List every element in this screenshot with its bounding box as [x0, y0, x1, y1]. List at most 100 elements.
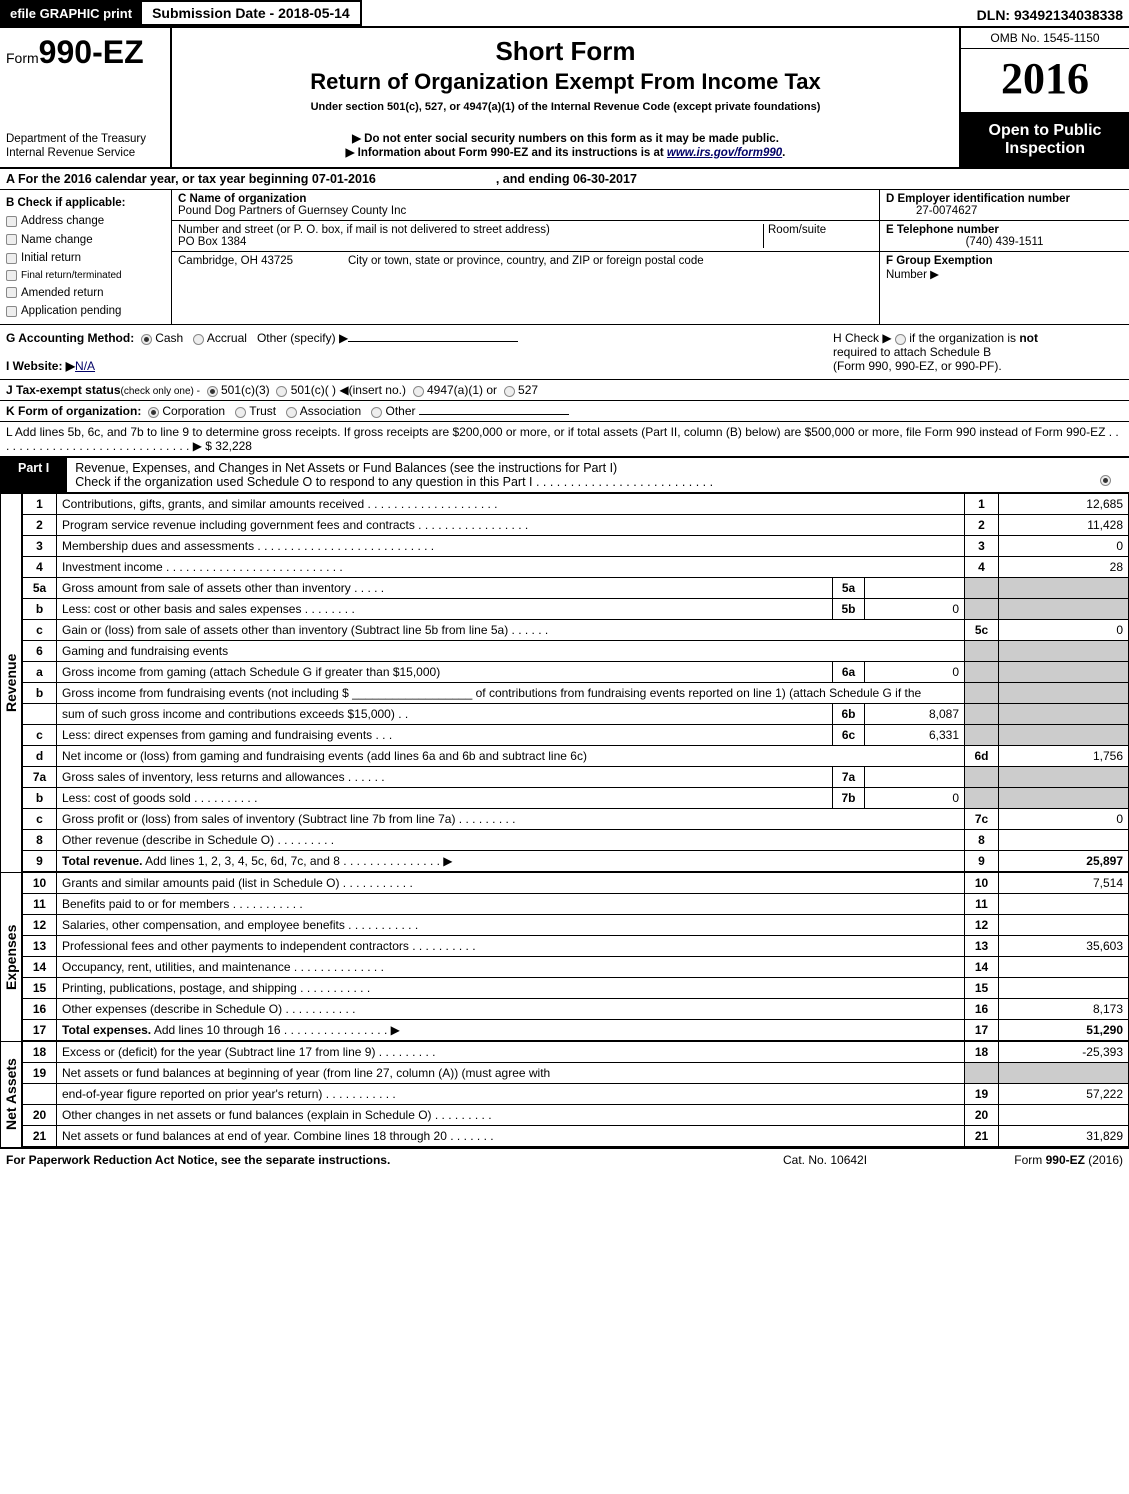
line-value [999, 1105, 1129, 1126]
radio-accrual[interactable] [193, 334, 204, 345]
table-row: 9Total revenue. Add lines 1, 2, 3, 4, 5c… [23, 851, 1129, 872]
b-label: B Check if applicable: [6, 197, 126, 209]
efile-print-button[interactable]: efile GRAPHIC print [0, 0, 142, 26]
website[interactable]: N/A [75, 359, 95, 373]
part-i-check: Check if the organization used Schedule … [75, 475, 713, 489]
footer-right-post: (2016) [1085, 1153, 1123, 1167]
checkbox-icon [6, 287, 17, 298]
radio-corp[interactable] [148, 407, 159, 418]
line-value [999, 830, 1129, 851]
dept-irs: Internal Revenue Service [6, 147, 164, 161]
c-street-label: Number and street (or P. O. box, if mail… [178, 224, 763, 236]
line-number: 14 [23, 957, 57, 978]
radio-assoc[interactable] [286, 407, 297, 418]
section-k: K Form of organization: Corporation Trus… [0, 401, 1129, 422]
check-part-i[interactable] [1100, 475, 1111, 486]
line-desc: Gross profit or (loss) from sales of inv… [57, 809, 965, 830]
sub-line-num: 6a [833, 662, 865, 683]
chk-address-change[interactable]: Address change [6, 212, 165, 230]
radio-trust[interactable] [235, 407, 246, 418]
chk-name-change[interactable]: Name change [6, 231, 165, 249]
j-o4: 527 [518, 383, 538, 397]
note-ssn: ▶ Do not enter social security numbers o… [184, 131, 947, 145]
h-text2: if the organization is [909, 331, 1019, 345]
sub-line-val: 8,087 [865, 704, 965, 725]
chk-amended[interactable]: Amended return [6, 284, 165, 302]
revenue-table: 1Contributions, gifts, grants, and simil… [22, 493, 1129, 872]
line-number [23, 1084, 57, 1105]
line-number: 6 [23, 641, 57, 662]
opt-amend: Amended return [21, 284, 103, 302]
table-row: 10Grants and similar amounts paid (list … [23, 873, 1129, 894]
j-paren: (check only one) - [121, 386, 200, 397]
line-desc: Net income or (loss) from gaming and fun… [57, 746, 965, 767]
l-val: $ 32,228 [205, 439, 252, 453]
radio-501c3[interactable] [207, 386, 218, 397]
irs-link[interactable]: www.irs.gov/form990 [667, 147, 782, 159]
line-number: 8 [23, 830, 57, 851]
line-ref: 1 [965, 494, 999, 515]
dln: DLN: 93492134038338 [977, 0, 1129, 26]
shade-cell [965, 704, 999, 725]
form-number: 990-EZ [39, 34, 144, 70]
radio-other[interactable] [371, 407, 382, 418]
side-netassets: Net Assets [0, 1041, 22, 1147]
k-label: K Form of organization: [6, 404, 141, 418]
top-bar: efile GRAPHIC print Submission Date - 20… [0, 0, 1129, 28]
line-desc: Less: direct expenses from gaming and fu… [57, 725, 833, 746]
c-city-label: City or town, state or province, country… [338, 255, 873, 267]
footer-left: For Paperwork Reduction Act Notice, see … [6, 1153, 783, 1167]
radio-cash[interactable] [141, 334, 152, 345]
line-desc: Professional fees and other payments to … [57, 936, 965, 957]
shade-cell [965, 725, 999, 746]
table-row: bLess: cost of goods sold . . . . . . . … [23, 788, 1129, 809]
revenue-section: Revenue 1Contributions, gifts, grants, a… [0, 493, 1129, 872]
chk-app-pending[interactable]: Application pending [6, 302, 165, 320]
g-label: G Accounting Method: [6, 331, 134, 345]
shade-cell [999, 704, 1129, 725]
expenses-section: Expenses 10Grants and similar amounts pa… [0, 872, 1129, 1041]
sub-line-val [865, 578, 965, 599]
tax-year: 2016 [961, 49, 1129, 113]
line-desc: Less: cost of goods sold . . . . . . . .… [57, 788, 833, 809]
line-desc: Salaries, other compensation, and employ… [57, 915, 965, 936]
line-desc: Less: cost or other basis and sales expe… [57, 599, 833, 620]
shade-cell [999, 1063, 1129, 1084]
line-ref: 6d [965, 746, 999, 767]
radio-501c[interactable] [276, 386, 287, 397]
page-footer: For Paperwork Reduction Act Notice, see … [0, 1149, 1129, 1171]
chk-final-return[interactable]: Final return/terminated [6, 268, 165, 284]
opt-init: Initial return [21, 249, 81, 267]
g-cash: Cash [155, 331, 183, 345]
table-row: 17Total expenses. Add lines 10 through 1… [23, 1020, 1129, 1041]
g-accrual: Accrual [207, 331, 247, 345]
sub-line-num: 7b [833, 788, 865, 809]
sub-line-num: 5a [833, 578, 865, 599]
note-info-pre: ▶ Information about Form 990-EZ and its … [346, 147, 667, 159]
open-public: Open to Public [965, 122, 1125, 140]
table-row: end-of-year figure reported on prior yea… [23, 1084, 1129, 1105]
sub-line-num: 6c [833, 725, 865, 746]
line-value: 35,603 [999, 936, 1129, 957]
ein: 27-0074627 [886, 205, 1123, 217]
shade-cell [999, 788, 1129, 809]
radio-4947[interactable] [413, 386, 424, 397]
radio-h[interactable] [895, 334, 906, 345]
line-number: 15 [23, 978, 57, 999]
sub-line-val: 0 [865, 599, 965, 620]
line-ref: 9 [965, 851, 999, 872]
line-value: 8,173 [999, 999, 1129, 1020]
line-number: 2 [23, 515, 57, 536]
footer-right: Form 990-EZ (2016) [953, 1153, 1123, 1167]
line-number: 4 [23, 557, 57, 578]
line-value [999, 957, 1129, 978]
dept-treasury: Department of the Treasury [6, 133, 164, 147]
sub-line-num: 5b [833, 599, 865, 620]
line-desc: Membership dues and assessments . . . . … [57, 536, 965, 557]
line-desc: Total revenue. Add lines 1, 2, 3, 4, 5c,… [57, 851, 965, 872]
line-desc: end-of-year figure reported on prior yea… [57, 1084, 965, 1105]
j-o1: 501(c)(3) [221, 383, 270, 397]
chk-initial-return[interactable]: Initial return [6, 249, 165, 267]
radio-527[interactable] [504, 386, 515, 397]
line-ref: 15 [965, 978, 999, 999]
